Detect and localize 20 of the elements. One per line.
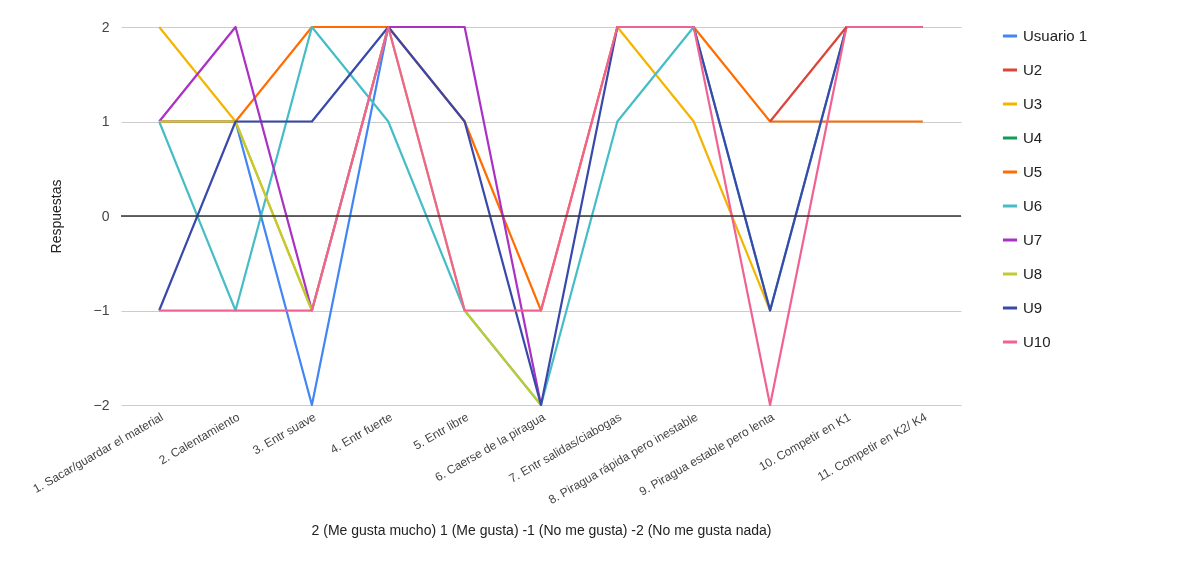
legend-label: U6: [1023, 197, 1043, 214]
x-axis-title: 2 (Me gusta mucho) 1 (Me gusta) -1 (No me gusta) -2 (No me gusta nada): [311, 522, 772, 539]
y-tick-label: −2: [93, 396, 110, 413]
y-tick-label: 1: [101, 113, 110, 129]
y-axis-title: Respuestas: [47, 179, 64, 254]
legend-label: U5: [1023, 163, 1043, 180]
legend-label: U10: [1023, 333, 1051, 350]
legend-label: U8: [1023, 265, 1043, 282]
legend-label: U7: [1023, 231, 1043, 248]
legend-label: U3: [1023, 95, 1043, 112]
x-tick-label: 4. Entr fuerte: [327, 409, 396, 457]
y-tick-label: 0: [101, 207, 110, 224]
x-tick-label: 3. Entr suave: [250, 409, 319, 458]
legend-label: U2: [1023, 61, 1043, 78]
legend-label: Usuario 1: [1023, 27, 1088, 44]
x-tick-label: 5. Entr libre: [411, 409, 472, 453]
y-tick-label: 2: [101, 18, 110, 35]
legend-label: U9: [1023, 299, 1043, 316]
legend-label: U4: [1023, 129, 1043, 146]
y-tick-label: −1: [93, 302, 110, 318]
